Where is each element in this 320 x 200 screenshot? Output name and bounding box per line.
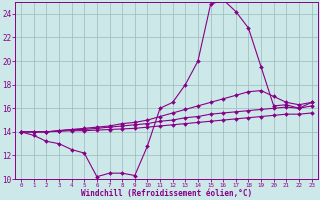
X-axis label: Windchill (Refroidissement éolien,°C): Windchill (Refroidissement éolien,°C) <box>81 189 252 198</box>
